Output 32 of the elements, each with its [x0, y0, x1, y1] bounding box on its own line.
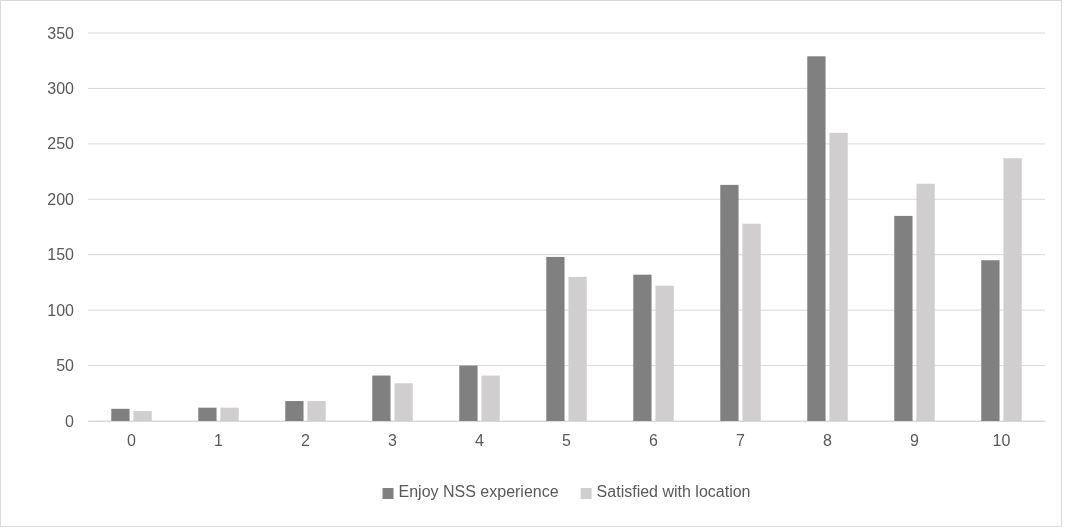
legend-label: Enjoy NSS experience: [398, 483, 559, 500]
x-tick-label: 7: [736, 432, 746, 450]
y-tick-label: 300: [47, 80, 75, 98]
bar: [633, 274, 652, 421]
bar: [981, 260, 1000, 421]
x-tick-label: 1: [214, 432, 224, 450]
x-tick-label: 5: [562, 432, 572, 450]
x-tick-label: 0: [127, 432, 137, 450]
y-tick-label: 0: [65, 412, 75, 430]
x-tick-label: 3: [388, 432, 398, 450]
x-tick-label: 10: [992, 432, 1011, 450]
bar: [546, 256, 565, 421]
x-tick-label: 6: [649, 432, 659, 450]
x-tick-label: 8: [823, 432, 833, 450]
bar: [807, 56, 826, 421]
bar: [459, 365, 478, 421]
y-tick-label: 150: [47, 246, 75, 264]
x-tick-label: 2: [301, 432, 311, 450]
legend-label: Satisfied with location: [596, 483, 751, 500]
x-tick-label: 4: [475, 432, 485, 450]
bar: [720, 184, 739, 421]
y-tick-label: 100: [47, 301, 75, 319]
bar: [285, 401, 304, 421]
bar: [372, 375, 391, 421]
y-tick-label: 50: [56, 357, 75, 375]
bar: [111, 408, 130, 421]
y-tick-label: 350: [47, 24, 75, 42]
y-tick-label: 200: [47, 190, 75, 208]
bar: [894, 215, 913, 421]
y-tick-label: 250: [47, 135, 75, 153]
x-tick-label: 9: [910, 432, 920, 450]
bar: [198, 407, 217, 421]
